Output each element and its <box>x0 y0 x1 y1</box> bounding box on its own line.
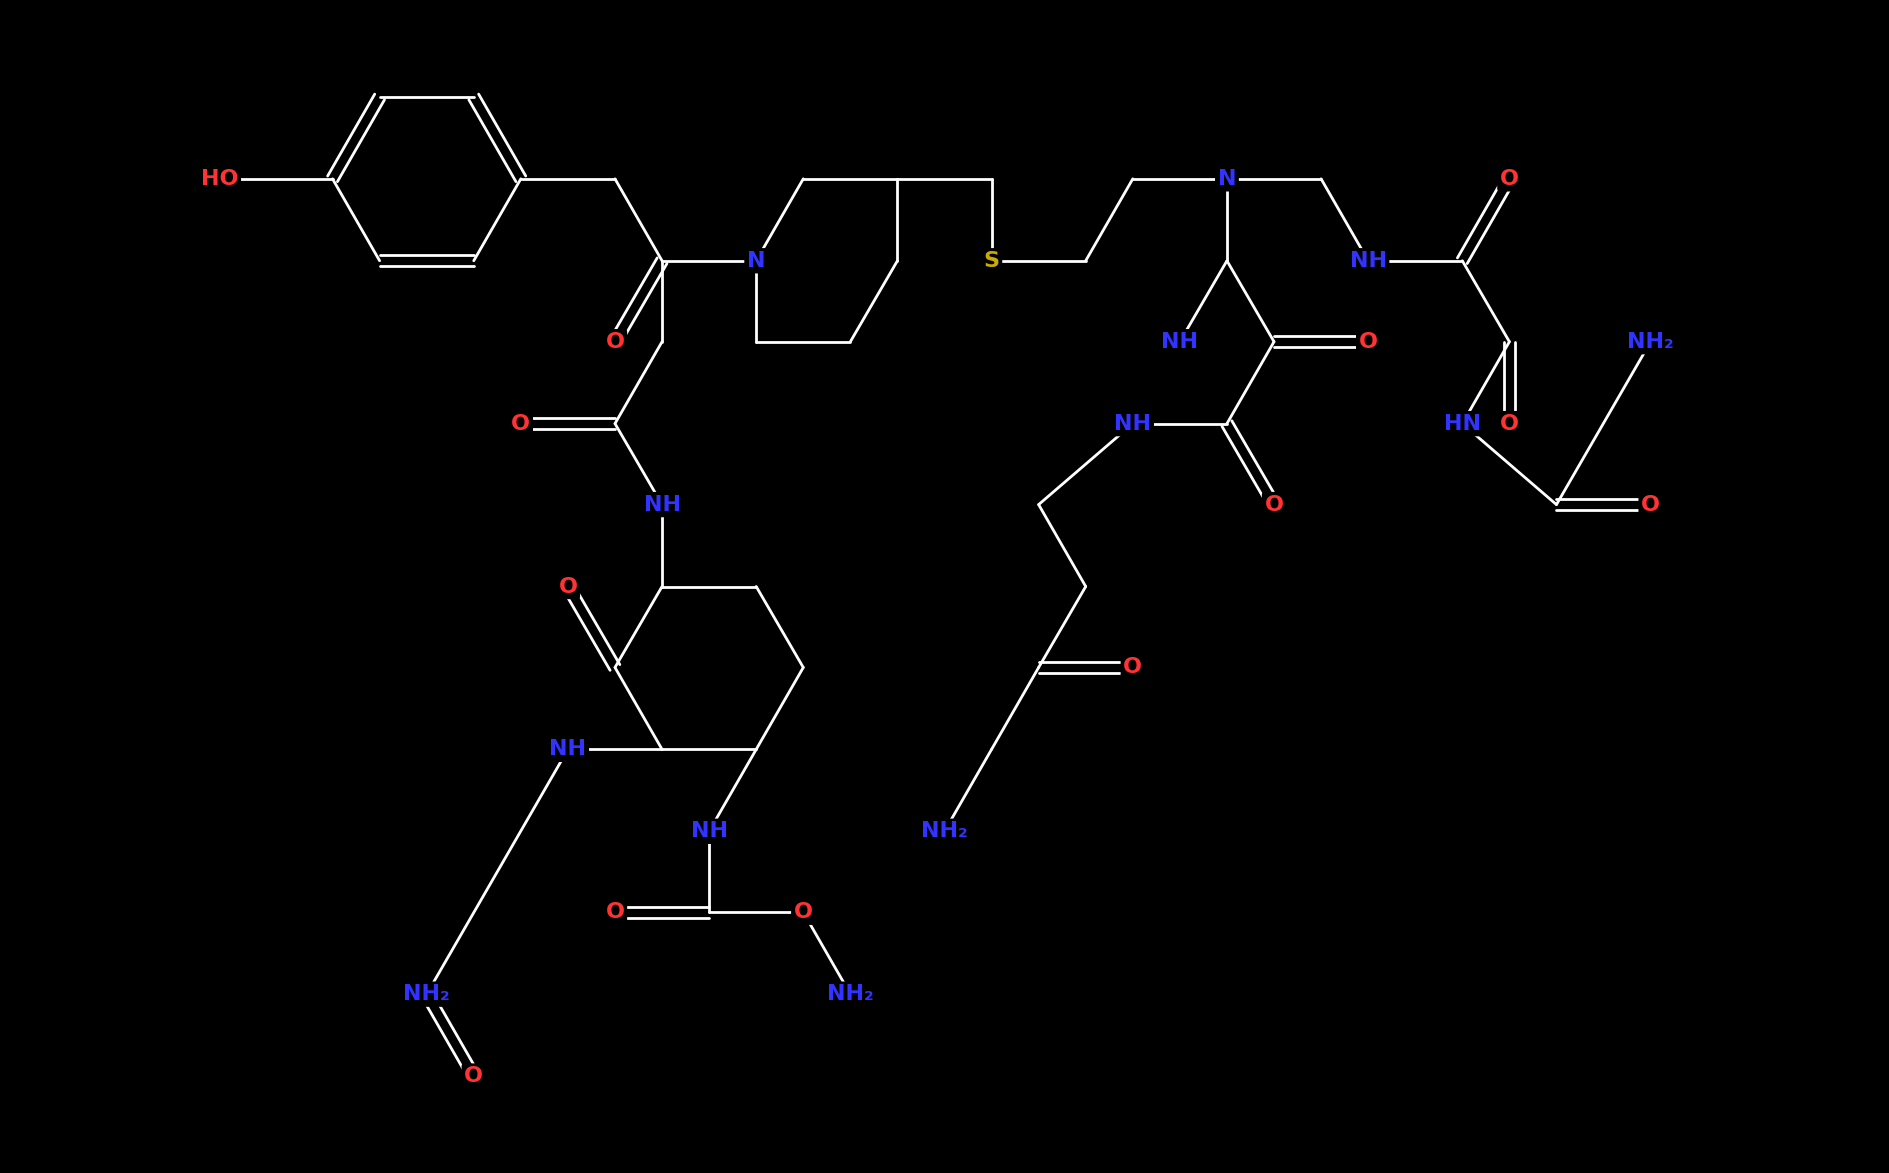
Text: O: O <box>1264 495 1283 515</box>
Text: HO: HO <box>200 169 238 189</box>
Text: NH: NH <box>691 821 727 841</box>
Text: O: O <box>512 414 531 434</box>
Text: O: O <box>465 1066 484 1086</box>
Text: S: S <box>984 251 999 271</box>
Text: O: O <box>559 576 578 597</box>
Text: NH: NH <box>1115 414 1150 434</box>
Text: O: O <box>793 902 812 922</box>
Text: O: O <box>606 332 625 352</box>
Text: O: O <box>1500 169 1519 189</box>
Text: NH: NH <box>1162 332 1198 352</box>
Text: NH₂: NH₂ <box>922 821 967 841</box>
Text: HN: HN <box>1443 414 1481 434</box>
Text: N: N <box>746 251 765 271</box>
Text: NH: NH <box>1349 251 1387 271</box>
Text: NH₂: NH₂ <box>1626 332 1674 352</box>
Text: O: O <box>1124 658 1143 678</box>
Text: NH: NH <box>644 495 680 515</box>
Text: NH₂: NH₂ <box>827 984 875 1004</box>
Text: O: O <box>1358 332 1377 352</box>
Text: NH₂: NH₂ <box>404 984 450 1004</box>
Text: N: N <box>1218 169 1235 189</box>
Text: O: O <box>606 902 625 922</box>
Text: NH: NH <box>550 739 586 759</box>
Text: O: O <box>1500 414 1519 434</box>
Text: O: O <box>1642 495 1660 515</box>
